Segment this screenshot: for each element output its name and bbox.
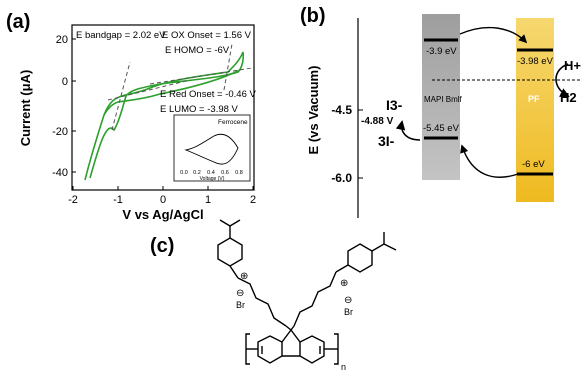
y-tick-neg20: -20 <box>52 126 68 138</box>
y-tick-20: 20 <box>56 34 68 46</box>
energy-tick-4.5: -4.5 <box>331 103 352 117</box>
plot-a-xlabel: V vs Ag/AgCl <box>122 207 203 222</box>
ox-onset-annotation: E OX Onset = 1.56 V <box>162 30 252 41</box>
inset-tick-2: 0.4 <box>207 170 215 176</box>
x-tick-neg1: -1 <box>113 194 123 206</box>
y-tick-0: 0 <box>62 76 68 88</box>
repeat-unit-n: n <box>341 362 346 372</box>
panel-b-label: (b) <box>300 5 326 27</box>
onset-tangents <box>107 43 253 131</box>
inset-tick-3: 0.6 <box>221 170 229 176</box>
redox-potential-label: -4.88 V <box>361 116 394 127</box>
inset-xlabel: Voltage (V) <box>200 176 225 182</box>
panel-a-label: (a) <box>6 11 30 33</box>
hydrogen-evolution-arrow <box>555 63 570 97</box>
inset-tick-0: 0.0 <box>180 170 188 176</box>
y-tick-neg40: -40 <box>52 167 68 179</box>
mapi-label: MAPI Bmlf <box>424 95 463 104</box>
iodide-oxidation-arrow <box>395 120 421 141</box>
left-minus-charge: ⊖ <box>236 288 244 299</box>
pf-lumo-value: -3.98 eV <box>517 56 554 67</box>
plot-a-xticks: -2 -1 0 1 2 <box>68 186 256 206</box>
pf-homo-value: -6 eV <box>522 159 545 170</box>
right-plus-charge: ⊕ <box>340 278 348 289</box>
right-minus-charge: ⊖ <box>344 295 352 306</box>
bandgap-annotation: E bandgap = 2.02 eV <box>76 30 166 41</box>
panel-c-label: (c) <box>150 235 174 257</box>
lumo-annotation: E LUMO = -3.98 V <box>160 104 239 115</box>
ferrocene-inset: Ferrocene 0.0 0.2 0.4 0.6 0.8 Voltage (V… <box>173 114 251 182</box>
x-tick-1: 1 <box>205 194 211 206</box>
plot-a-yticks: 20 0 -20 -40 <box>52 34 76 179</box>
x-tick-2: 2 <box>250 194 256 206</box>
x-tick-0: 0 <box>160 194 166 206</box>
right-bromide: Br <box>344 307 353 317</box>
red-onset-annotation: E Red Onset = -0.46 V <box>160 89 257 100</box>
x-tick-neg2: -2 <box>68 194 78 206</box>
iodide-label: 3I- <box>378 133 395 149</box>
inset-tick-1: 0.2 <box>193 170 201 176</box>
inset-title: Ferrocene <box>218 119 248 126</box>
left-plus-charge: ⊕ <box>240 271 248 282</box>
mapi-vb-value: -5.45 eV <box>423 123 460 134</box>
i3-label: I3- <box>386 97 403 113</box>
polymer-structure <box>217 219 397 365</box>
energy-axis-label: E (vs Vacuum) <box>306 66 321 155</box>
pf-label: PF <box>528 94 540 104</box>
mapi-band <box>422 14 460 180</box>
electron-transfer-arrow <box>459 26 528 44</box>
h2-label: H2 <box>560 90 577 105</box>
hole-transfer-arrow <box>460 144 519 178</box>
inset-tick-4: 0.8 <box>235 170 243 176</box>
energy-tick-6.0: -6.0 <box>331 171 352 185</box>
homo-annotation: E HOMO = -6V <box>165 45 230 56</box>
h-plus-label: H+ <box>564 58 581 73</box>
left-bromide: Br <box>236 300 245 310</box>
plot-a-ylabel: Current (μA) <box>18 70 33 147</box>
mapi-cb-value: -3.9 eV <box>426 46 457 57</box>
